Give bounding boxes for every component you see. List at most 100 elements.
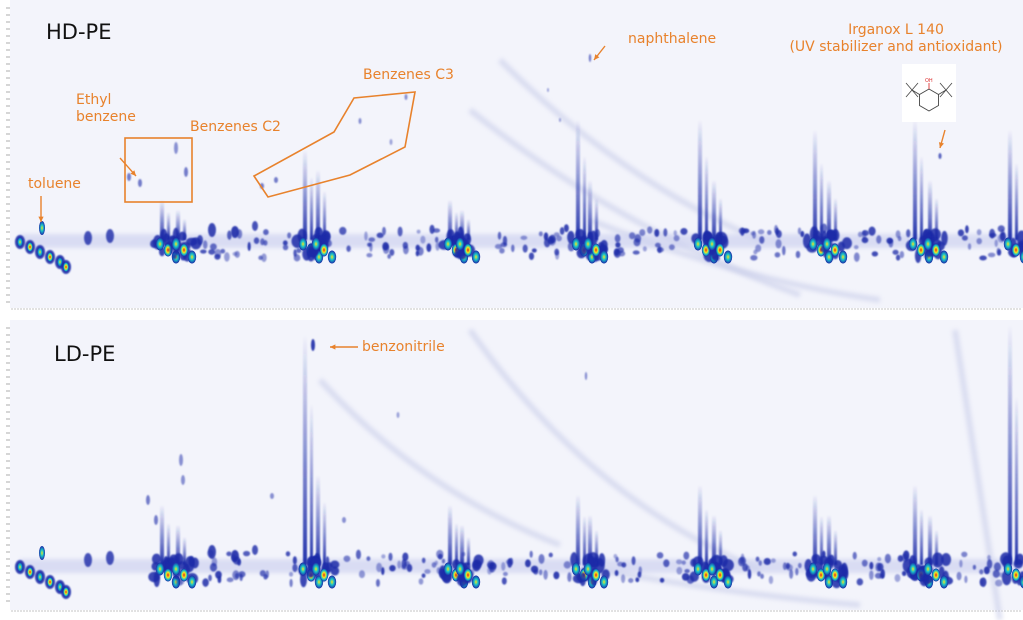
arrow-toluene-head <box>38 216 44 222</box>
peak-hot <box>171 237 181 251</box>
peak-streak <box>820 516 823 565</box>
minor-peak <box>638 566 642 575</box>
peak-hot <box>838 250 848 264</box>
aromatic-peak <box>342 517 346 523</box>
minor-peak <box>489 566 494 573</box>
peak-blob <box>931 552 944 568</box>
aromatic-peak <box>181 475 185 485</box>
peak-blob <box>833 560 843 570</box>
peak-hot <box>599 575 609 589</box>
minor-peak <box>614 234 621 243</box>
peak-hot <box>1003 237 1013 251</box>
minor-peak <box>750 231 755 236</box>
minor-peak <box>965 225 969 234</box>
minor-peak <box>668 244 675 251</box>
minor-peak <box>738 556 747 565</box>
tbutyl-bond-right <box>938 89 947 95</box>
peak-streak <box>160 200 164 240</box>
minor-peak <box>424 569 431 574</box>
minor-peak <box>976 237 982 245</box>
peak-streak <box>827 515 831 565</box>
peak-streak <box>167 523 170 565</box>
minor-peak <box>895 254 901 261</box>
minor-peak <box>899 250 905 259</box>
minor-peak <box>782 245 786 256</box>
peak-hot <box>39 546 45 560</box>
annotation-region-benzenes-c3 <box>252 91 416 198</box>
hydroxyl-label: OH <box>925 78 933 84</box>
annotation-benzenes-c3: Benzenes C3 <box>363 67 454 83</box>
minor-peak <box>227 230 232 240</box>
minor-peak <box>403 245 409 255</box>
peak-hot <box>723 250 733 264</box>
peak-streak <box>448 200 452 240</box>
peak-streak <box>460 525 464 565</box>
irganox-structure-icon: OH <box>902 64 956 122</box>
minor-peak <box>209 562 218 572</box>
peak-hot <box>715 568 725 582</box>
peak-hot <box>908 562 918 576</box>
minor-peak <box>263 229 269 236</box>
minor-peak <box>200 249 207 254</box>
peak-hot <box>27 242 33 252</box>
peak-hot <box>37 572 43 582</box>
peak-hot <box>63 587 69 597</box>
minor-peak <box>501 562 506 571</box>
peak-blob <box>151 553 162 565</box>
peak-hot <box>463 243 473 257</box>
arrow-ethylbenzene-head <box>130 170 136 176</box>
aromatic-peak <box>179 454 183 466</box>
peak-streak <box>834 198 837 240</box>
peak-hot <box>923 562 933 576</box>
minor-peak <box>387 253 392 259</box>
minor-peak <box>358 570 366 579</box>
baseline-haze <box>20 234 1023 248</box>
peak-hot <box>709 575 719 589</box>
minor-peak <box>763 557 771 566</box>
peak-streak <box>920 156 923 240</box>
aromatic-peak <box>559 118 561 122</box>
peak-streak <box>595 530 598 565</box>
peak-streak <box>183 537 186 565</box>
peak-streak <box>928 515 932 565</box>
annotation-irganox: Irganox L 140 (UV stabilizer and antioxi… <box>789 22 1003 55</box>
peak-hot <box>822 237 832 251</box>
peak-blob <box>473 554 484 566</box>
peak-blob <box>575 228 586 241</box>
minor-peak <box>376 562 383 573</box>
peak-streak <box>303 335 307 565</box>
minor-peak <box>770 558 776 563</box>
minor-peak <box>247 241 251 251</box>
peak-streak <box>167 212 170 240</box>
minor-peak <box>795 250 801 259</box>
minor-peak <box>500 242 508 248</box>
peak-hot <box>455 237 465 251</box>
minor-peak <box>242 550 251 557</box>
minor-peak <box>797 562 802 569</box>
peak-streak <box>705 156 708 240</box>
minor-peak <box>175 577 183 587</box>
minor-peak <box>868 226 876 236</box>
minor-peak <box>210 243 217 251</box>
peak-streak <box>813 130 817 240</box>
minor-peak <box>382 241 389 251</box>
minor-peak <box>871 251 879 257</box>
minor-peak <box>869 570 874 581</box>
minor-peak <box>789 569 794 579</box>
peak-hot <box>311 562 321 576</box>
minor-peak <box>795 567 799 576</box>
minor-peak <box>214 248 222 258</box>
peak-hot <box>298 562 308 576</box>
minor-peak <box>681 560 686 565</box>
minor-peak <box>285 551 291 557</box>
minor-peak <box>683 551 690 560</box>
peak-blob <box>826 229 835 241</box>
minor-peak <box>755 244 762 253</box>
minor-peak <box>792 551 798 557</box>
peak-hot <box>37 247 43 257</box>
peak-streak <box>719 530 722 565</box>
peak-hot <box>591 243 601 257</box>
peak-hot <box>571 237 581 251</box>
minor-peak <box>366 556 371 561</box>
minor-peak <box>676 566 683 575</box>
